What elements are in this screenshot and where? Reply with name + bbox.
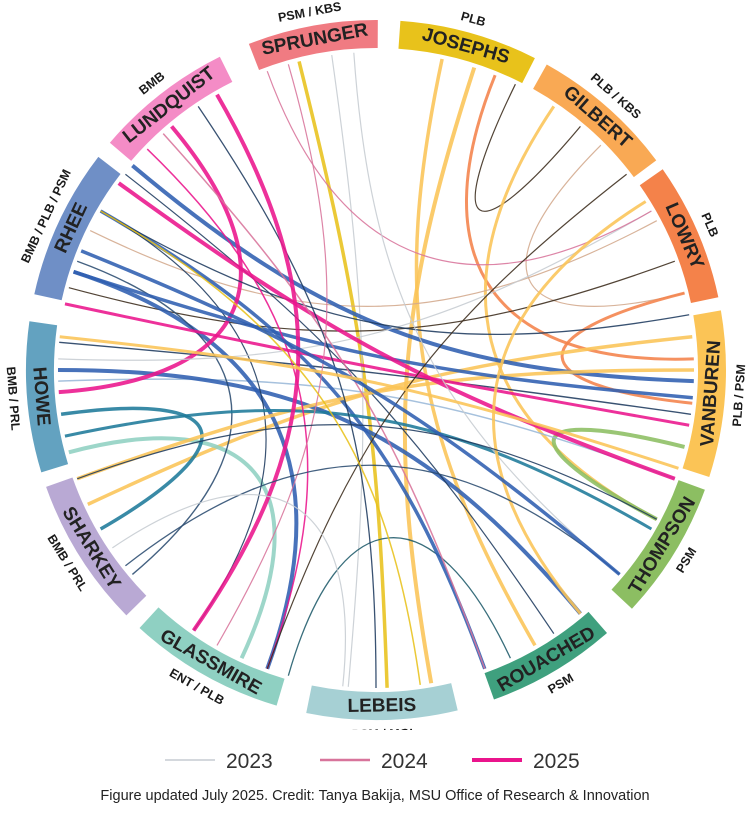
chord-link <box>474 83 581 212</box>
node-arc <box>26 321 69 473</box>
legend-item-2023: 2023 <box>165 750 273 773</box>
chord-link <box>68 436 277 660</box>
node-arc <box>484 611 607 700</box>
node-programs-label: PSM / KBS <box>277 0 342 25</box>
chord-link <box>89 220 658 307</box>
node-vanburen: VANBUREN PLB / PSM <box>682 310 748 477</box>
chord-link <box>100 210 267 631</box>
node-arc <box>109 56 233 161</box>
chord-link <box>131 164 694 384</box>
chord-link <box>331 55 364 687</box>
node-arc <box>248 19 378 71</box>
chord-link <box>125 464 621 575</box>
legend-item-2025: 2025 <box>472 750 580 773</box>
chord-link <box>64 302 690 427</box>
node-programs-label: PLB / PSM <box>730 364 748 427</box>
chord-link <box>100 210 690 336</box>
node-arc <box>639 169 719 304</box>
node-name-label: SHARKEY <box>58 503 125 593</box>
legend: 2023 2024 2025 <box>165 750 580 773</box>
node-name-label: GILBERT <box>559 82 636 153</box>
chord-link <box>76 368 695 481</box>
node-name-label: JOSEPHS <box>420 24 512 68</box>
chord-link <box>58 210 652 361</box>
node-name-label: LUNDQUIST <box>119 63 220 148</box>
chord-link <box>72 269 299 670</box>
chord-link <box>287 537 511 676</box>
chord-link <box>353 52 620 575</box>
chord-link <box>560 291 693 405</box>
node-howe: HOWE BMB / PRL <box>4 321 69 473</box>
chord-link <box>402 66 477 684</box>
node-arc <box>34 156 121 301</box>
node-programs-label: PSM <box>673 545 699 575</box>
chord-link <box>64 409 653 531</box>
chord-links <box>57 52 695 689</box>
figure-caption: Figure updated July 2025. Credit: Tanya … <box>100 788 650 804</box>
node-name-label: HOWE <box>28 366 54 427</box>
chord-link <box>266 173 627 670</box>
chord-link <box>266 70 652 266</box>
legend-label-2024: 2024 <box>381 750 428 773</box>
node-arc <box>46 477 147 616</box>
node-name-label: LOWRY <box>661 200 708 273</box>
chord-link <box>525 144 685 307</box>
node-arc <box>306 683 458 720</box>
chord-link <box>60 406 204 531</box>
chord-link <box>59 341 692 415</box>
legend-label-2023: 2023 <box>226 750 273 773</box>
node-arc <box>682 310 726 477</box>
node-arc <box>533 64 657 178</box>
node-programs-label: BMB / PRL <box>4 366 23 431</box>
chord-link <box>551 427 686 522</box>
chord-link <box>80 249 621 576</box>
chord-link <box>483 105 658 521</box>
chord-link <box>100 210 422 686</box>
node-programs-label: PLB <box>459 9 487 29</box>
node-arc <box>611 480 705 609</box>
node-programs-label: PSM <box>546 671 576 697</box>
node-programs-label: PLB <box>698 211 721 240</box>
chord-link <box>73 270 693 400</box>
chord-link <box>492 200 647 615</box>
chord-link <box>146 148 309 670</box>
node-name-label: LEBEIS <box>347 695 416 717</box>
chord-link <box>112 493 347 687</box>
chord-link <box>76 423 658 520</box>
chord-link <box>414 58 537 647</box>
node-arc <box>139 607 285 706</box>
legend-label-2025: 2025 <box>533 750 580 773</box>
node-lebeis: LEBEIS PSM / MGI <box>306 683 458 730</box>
chord-link <box>57 368 582 615</box>
node-arc <box>398 20 535 84</box>
chord-link <box>76 260 233 575</box>
chord-link <box>59 335 679 470</box>
node-programs-label: PSM / MGI <box>352 726 413 730</box>
chord-link <box>58 125 243 395</box>
chord-link <box>117 181 676 481</box>
chord-link <box>197 106 377 689</box>
legend-item-2024: 2024 <box>320 750 428 773</box>
